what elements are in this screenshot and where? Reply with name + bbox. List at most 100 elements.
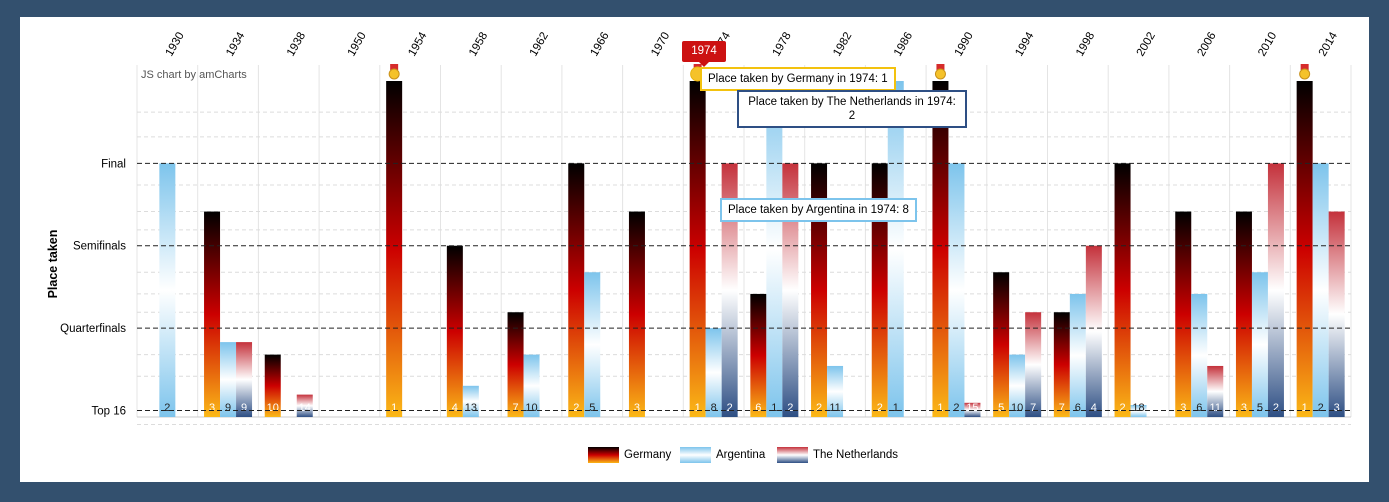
tooltip-argentina: Place taken by Argentina in 1974: 8	[720, 198, 917, 222]
tooltip-germany: Place taken by Germany in 1974: 1	[700, 67, 896, 91]
legend-label-argentina: Argentina	[716, 449, 766, 461]
y-guide-label: Quarterfinals	[60, 323, 126, 335]
bar-the-netherlands-2010[interactable]	[1267, 163, 1284, 417]
x-tick-label: 1954	[406, 30, 429, 59]
bar-germany-1962[interactable]	[507, 312, 524, 417]
bar-argentina-2010[interactable]	[1251, 272, 1268, 417]
x-tick-label: 2010	[1256, 30, 1279, 58]
medal-icon	[934, 64, 946, 80]
bar-value-label: 5	[998, 402, 1004, 414]
bar-germany-1986[interactable]	[871, 163, 888, 417]
bar-the-netherlands-1938[interactable]	[296, 394, 313, 417]
bar-argentina-1994[interactable]	[1009, 354, 1026, 417]
bar-germany-1990[interactable]	[932, 81, 949, 417]
bar-germany-1978[interactable]	[750, 293, 767, 417]
bar-value-label: 2	[164, 402, 170, 414]
y-guide-label: Semifinals	[73, 241, 126, 253]
bar-argentina-1934[interactable]	[220, 342, 237, 417]
bar-germany-2002[interactable]	[1114, 163, 1131, 417]
bar-value-label: 6	[1075, 402, 1081, 414]
bar-value-label: 10	[525, 402, 537, 414]
bar-value-label: 9	[241, 402, 247, 414]
bar-argentina-1966[interactable]	[584, 272, 601, 417]
bar-value-label: 2	[1318, 402, 1324, 414]
bar-value-label: 1	[937, 402, 943, 414]
bar-value-label: 7	[1059, 402, 1065, 414]
bar-germany-1966[interactable]	[568, 163, 585, 417]
bar-the-netherlands-2006[interactable]	[1207, 365, 1224, 417]
bar-the-netherlands-1990[interactable]	[964, 402, 981, 417]
bar-the-netherlands-1994[interactable]	[1025, 312, 1042, 417]
bar-germany-1970[interactable]	[628, 211, 645, 417]
bar-value-label: 9	[225, 402, 231, 414]
bar-the-netherlands-1978[interactable]	[782, 163, 799, 417]
bar-argentina-1978[interactable]	[766, 81, 783, 417]
chart-credit[interactable]: JS chart by amCharts	[141, 69, 247, 81]
tooltip-netherlands: Place taken by The Netherlands in 1974: …	[737, 90, 967, 128]
x-tick-label: 1950	[346, 30, 369, 58]
bar-germany-1958[interactable]	[446, 245, 463, 417]
x-tick-label: 1982	[831, 30, 854, 58]
bar-germany-1998[interactable]	[1053, 312, 1070, 417]
bar-value-label: 11	[1210, 402, 1221, 414]
bar-argentina-1958[interactable]	[462, 385, 479, 417]
x-tick-label: 1986	[892, 30, 915, 58]
bar-value-label: 2	[816, 402, 822, 414]
bar-value-label: 5	[1257, 402, 1263, 414]
x-tick-label: 1930	[164, 30, 187, 58]
x-tick-label: 1934	[224, 30, 247, 59]
bar-value-label: 14	[299, 402, 311, 414]
bar-value-label: 3	[1241, 402, 1247, 414]
bar-value-label: 4	[1091, 402, 1097, 414]
x-tick-label: 2006	[1195, 30, 1218, 58]
bar-chart: 2 3 9 9 10 14 1 4 13 7 10 2 5 3 1 8 2 6 1 2 2 11 2 1 1 2 15 5 10 7 7 6 4…	[60, 30, 1352, 425]
x-tick-label: 1938	[285, 30, 308, 58]
legend-swatch-germany	[588, 447, 619, 463]
bar-value-label: 3	[634, 402, 640, 414]
x-tick-label: 1990	[953, 30, 976, 58]
bar-argentina-2002[interactable]	[1130, 405, 1147, 417]
bar-value-label: 2	[573, 402, 579, 414]
bar-germany-1974[interactable]	[689, 81, 706, 417]
bar-germany-2006[interactable]	[1175, 211, 1192, 417]
bar-argentina-1962[interactable]	[523, 354, 540, 417]
x-tick-label: 1978	[771, 30, 794, 58]
bar-germany-1938[interactable]	[264, 354, 281, 417]
bar-germany-2014[interactable]	[1296, 81, 1313, 417]
bar-germany-1982[interactable]	[811, 163, 828, 417]
bar-argentina-1998[interactable]	[1069, 293, 1086, 417]
bar-argentina-1990[interactable]	[948, 163, 965, 417]
bar-argentina-1930[interactable]	[159, 163, 176, 417]
bar-germany-1954[interactable]	[386, 81, 403, 417]
bar-value-label: 1	[771, 402, 777, 414]
bar-value-label: 3	[1180, 402, 1186, 414]
bar-argentina-1974[interactable]	[705, 328, 722, 417]
bar-argentina-1986[interactable]	[887, 81, 904, 417]
bar-value-label: 13	[465, 402, 477, 414]
bar-value-label: 6	[1196, 402, 1202, 414]
legend-swatch-argentina	[680, 447, 711, 463]
bar-germany-1934[interactable]	[204, 211, 221, 417]
bar-value-label: 18	[1132, 402, 1144, 414]
bar-value-label: 3	[1334, 402, 1340, 414]
x-tick-label: 1966	[588, 30, 611, 58]
bar-the-netherlands-1998[interactable]	[1085, 245, 1102, 417]
bar-value-label: 1	[1302, 402, 1308, 414]
category-balloon-1974: 1974	[682, 41, 726, 67]
bar-germany-2010[interactable]	[1235, 211, 1252, 417]
bar-argentina-2014[interactable]	[1312, 163, 1329, 417]
bar-the-netherlands-1934[interactable]	[236, 342, 253, 417]
bar-the-netherlands-1974[interactable]	[721, 163, 738, 417]
y-axis-title: Place taken	[46, 229, 60, 299]
bar-value-label: 11	[829, 402, 840, 414]
bar-the-netherlands-2014[interactable]	[1328, 211, 1345, 417]
bar-value-label: 4	[452, 402, 458, 414]
bar-argentina-2006[interactable]	[1191, 293, 1208, 417]
bar-value-label: 10	[1011, 402, 1023, 414]
bar-value-label: 2	[727, 402, 733, 414]
bar-value-label: 5	[589, 402, 595, 414]
bar-value-label: 6	[755, 402, 761, 414]
bar-germany-1994[interactable]	[993, 272, 1010, 417]
bar-argentina-1982[interactable]	[827, 365, 844, 417]
medal-icon	[1299, 64, 1311, 80]
